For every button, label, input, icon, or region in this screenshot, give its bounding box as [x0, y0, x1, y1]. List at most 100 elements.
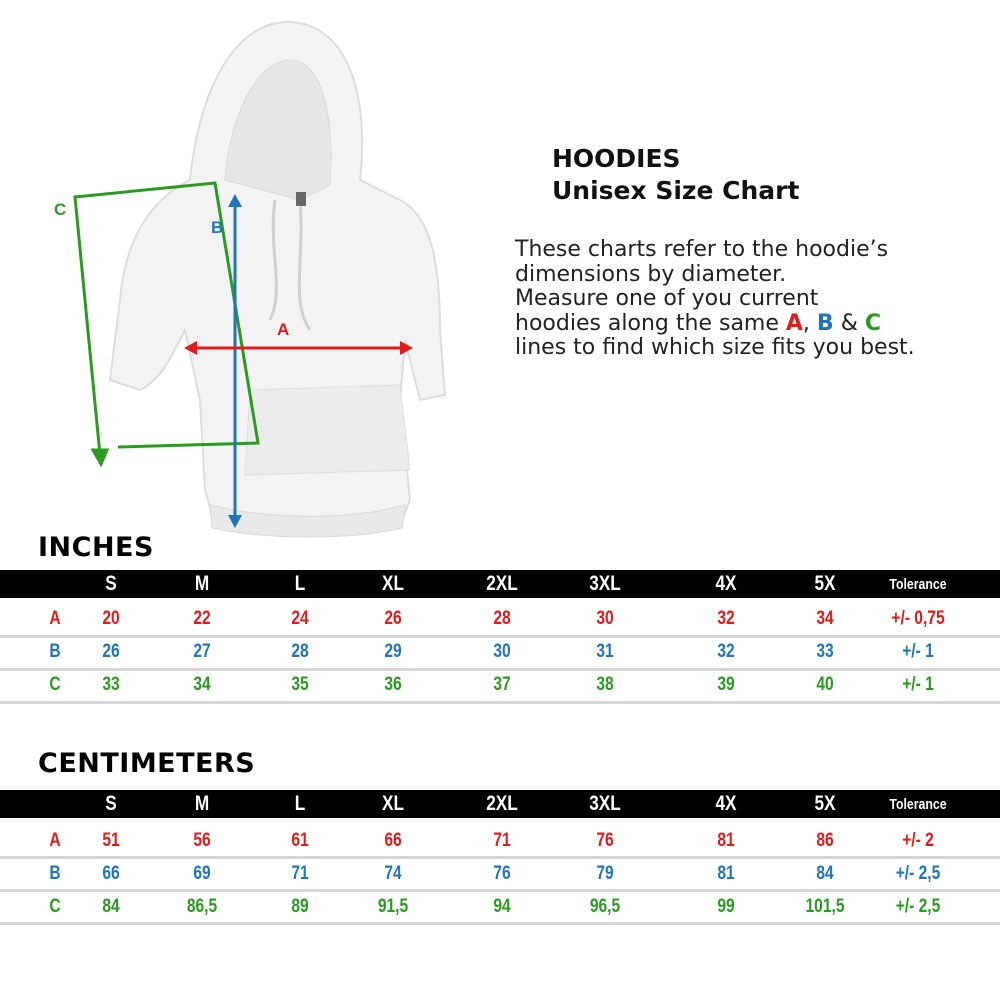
column-header: 2XL [486, 572, 518, 595]
table-cell: 86,5 [186, 896, 218, 917]
row-label: C [49, 896, 61, 917]
desc-line: Measure one of you current [515, 286, 819, 311]
table-cell: 101,5 [805, 896, 845, 917]
column-header: XL [381, 792, 405, 815]
column-header: 2XL [486, 792, 518, 815]
table-cell: 36 [384, 674, 402, 695]
table-cell: 84 [816, 863, 834, 884]
column-header: 3XL [589, 572, 621, 595]
page-subtitle: Unisex Size Chart [552, 176, 800, 205]
table-cell: 24 [291, 608, 309, 629]
column-header: Tolerance [889, 576, 947, 593]
table-cell: 79 [596, 863, 614, 884]
table-cell: 32 [717, 641, 735, 662]
table-cell: 34 [816, 608, 834, 629]
row-label: B [49, 863, 61, 884]
table-header: S M L XL 2XL 3XL 4X 5X Tolerance [0, 790, 1000, 818]
table-cell: 27 [193, 641, 211, 662]
row-label: C [49, 674, 61, 695]
column-header: 5X [814, 572, 836, 595]
table-cell: +/- 2 [902, 830, 934, 851]
row-label: B [49, 641, 61, 662]
key-b: B [816, 310, 834, 336]
table-cell: 31 [596, 641, 614, 662]
table-cell: 99 [717, 896, 735, 917]
column-header: M [194, 792, 210, 815]
key-a: A [785, 310, 803, 336]
desc-line: hoodies along the same A, B & C [515, 310, 985, 337]
table-cell: 40 [816, 674, 834, 695]
table-cell: 30 [596, 608, 614, 629]
column-header: L [294, 792, 306, 815]
hoodie-illustration [108, 20, 447, 538]
page-title: HOODIES [552, 144, 681, 173]
table-cell: 33 [102, 674, 120, 695]
table-cell: 94 [493, 896, 511, 917]
table-cell: 76 [493, 863, 511, 884]
column-header: 4X [715, 792, 737, 815]
column-header: S [105, 792, 117, 815]
table-cell: 71 [291, 863, 309, 884]
column-header: L [294, 572, 306, 595]
table-cell: 61 [291, 830, 309, 851]
table-cell: 81 [717, 863, 735, 884]
table-title: INCHES [38, 532, 154, 563]
measure-a-arrow [184, 341, 413, 355]
row-divider [0, 668, 1000, 671]
desc-amp: & [833, 310, 865, 336]
table-cell: 66 [384, 830, 402, 851]
table-cell: 35 [291, 674, 309, 695]
table-cell: 32 [717, 608, 735, 629]
column-header: Tolerance [889, 796, 947, 813]
table-cell: 96,5 [589, 896, 621, 917]
table-cell: 69 [193, 863, 211, 884]
row-divider [0, 922, 1000, 925]
table-cell: 28 [493, 608, 511, 629]
table-cell: 26 [102, 641, 120, 662]
row-label: A [49, 608, 61, 629]
table-cell: 28 [291, 641, 309, 662]
desc-text: hoodies along the same [515, 310, 786, 336]
measure-c-outline [73, 181, 260, 468]
table-cell: 30 [493, 641, 511, 662]
table-cell: 26 [384, 608, 402, 629]
table-cell: 91,5 [377, 896, 409, 917]
table-cell: 33 [816, 641, 834, 662]
column-header: 5X [814, 792, 836, 815]
key-c: C [864, 310, 882, 336]
hoodie-diagram [73, 20, 447, 538]
table-cell: 22 [193, 608, 211, 629]
row-divider [0, 856, 1000, 859]
column-header: XL [381, 572, 405, 595]
desc-comma: , [802, 310, 817, 336]
desc-line: dimensions by diameter. [515, 261, 787, 287]
table-cell: +/- 0,75 [891, 608, 945, 629]
row-label: A [49, 830, 61, 851]
table-cell: 34 [193, 674, 211, 695]
table-cell: 71 [493, 830, 511, 851]
table-cell: 39 [717, 674, 735, 695]
table-cell: 51 [102, 830, 120, 851]
table-cell: +/- 1 [902, 641, 934, 662]
table-cell: 74 [384, 863, 402, 884]
table-cell: 20 [102, 608, 120, 629]
label-c: C [54, 200, 67, 219]
description: These charts refer to the hoodie’s dimen… [515, 237, 985, 361]
table-cell: 76 [596, 830, 614, 851]
table-cell: 66 [102, 863, 120, 884]
table-cell: 37 [493, 674, 511, 695]
column-header: M [194, 572, 210, 595]
desc-line: These charts refer to the hoodie’s [515, 237, 889, 262]
measure-b-arrow [228, 194, 242, 528]
row-divider [0, 889, 1000, 892]
desc-line: lines to find which size fits you best. [515, 335, 915, 360]
table-cell: 89 [291, 896, 309, 917]
table-cell: 29 [384, 641, 402, 662]
table-title: CENTIMETERS [38, 748, 256, 779]
row-divider [0, 635, 1000, 638]
table-cell: +/- 2,5 [895, 896, 941, 917]
table-cell: 56 [193, 830, 211, 851]
table-header: S M L XL 2XL 3XL 4X 5X Tolerance [0, 570, 1000, 598]
row-divider [0, 701, 1000, 704]
